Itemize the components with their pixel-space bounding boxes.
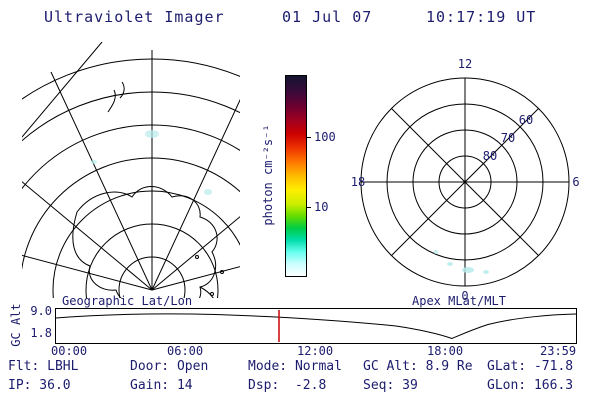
status-flt: Flt: LBHL xyxy=(8,359,79,374)
gc-alt-strip-chart xyxy=(55,308,577,344)
polar-grid-plot: 12 0 18 6 60 70 80 xyxy=(351,57,580,303)
coastline xyxy=(72,81,224,298)
xtick-1800: 18:00 xyxy=(427,344,464,358)
status-seq: Seq: 39 xyxy=(363,378,418,393)
xtick-2359: 23:59 xyxy=(540,344,577,358)
xtick-0600: 06:00 xyxy=(167,344,204,358)
ytick-1.8: 1.8 xyxy=(30,326,52,340)
mlat-ring-label-60: 60 xyxy=(519,113,533,127)
gc-alt-curve xyxy=(55,313,577,340)
strip-chart-ylabel: GC Alt xyxy=(9,303,23,347)
geo-map-caption: Geographic Lat/Lon xyxy=(62,294,193,308)
colorbar-units-label: photon cm⁻²s⁻¹ xyxy=(261,124,275,226)
colorbar-tick-10 xyxy=(306,207,311,208)
mlat-ring-label-80: 80 xyxy=(483,149,497,163)
date-label: 01 Jul 07 xyxy=(282,8,373,26)
colorbar-tick-label-100: 100 xyxy=(314,130,336,144)
time-label: 10:17:19 UT xyxy=(426,8,537,26)
mlat-ring-label-70: 70 xyxy=(501,131,515,145)
polar-plot-caption: Apex MLat/MLT xyxy=(412,294,506,308)
mlt-label-12: 12 xyxy=(458,57,472,71)
instrument-title: Ultraviolet Imager xyxy=(44,8,225,26)
polar-rings xyxy=(360,77,570,287)
uv-emission-patches xyxy=(91,130,212,195)
mlt-label-0: 0 xyxy=(461,289,468,303)
status-mode: Mode: Normal xyxy=(248,359,342,374)
uv-emission-patches-polar xyxy=(434,250,489,274)
status-ip: IP: 36.0 xyxy=(8,378,71,393)
status-glat: GLat: -71.8 xyxy=(487,359,574,374)
mlt-label-18: 18 xyxy=(351,175,365,189)
status-gc-alt: GC Alt: 8.9 Re xyxy=(363,359,473,374)
ytick-9: 9.0 xyxy=(30,304,52,318)
colorbar-tick-100 xyxy=(306,137,311,138)
status-dsp: Dsp: -2.8 xyxy=(248,378,327,393)
xtick-1200: 12:00 xyxy=(297,344,334,358)
mlt-label-6: 6 xyxy=(572,175,579,189)
xtick-0000: 00:00 xyxy=(51,344,88,358)
status-gain: Gain: 14 xyxy=(130,378,193,393)
projection-edge-line xyxy=(22,42,103,138)
geographic-map xyxy=(22,42,240,298)
colorbar xyxy=(285,75,307,277)
gc-alt-curve-svg xyxy=(55,310,577,342)
latlon-grid xyxy=(22,42,240,298)
colorbar-tick-label-10: 10 xyxy=(314,200,329,214)
status-door: Door: Open xyxy=(130,359,209,374)
status-glon: GLon: 166.3 xyxy=(487,378,574,393)
